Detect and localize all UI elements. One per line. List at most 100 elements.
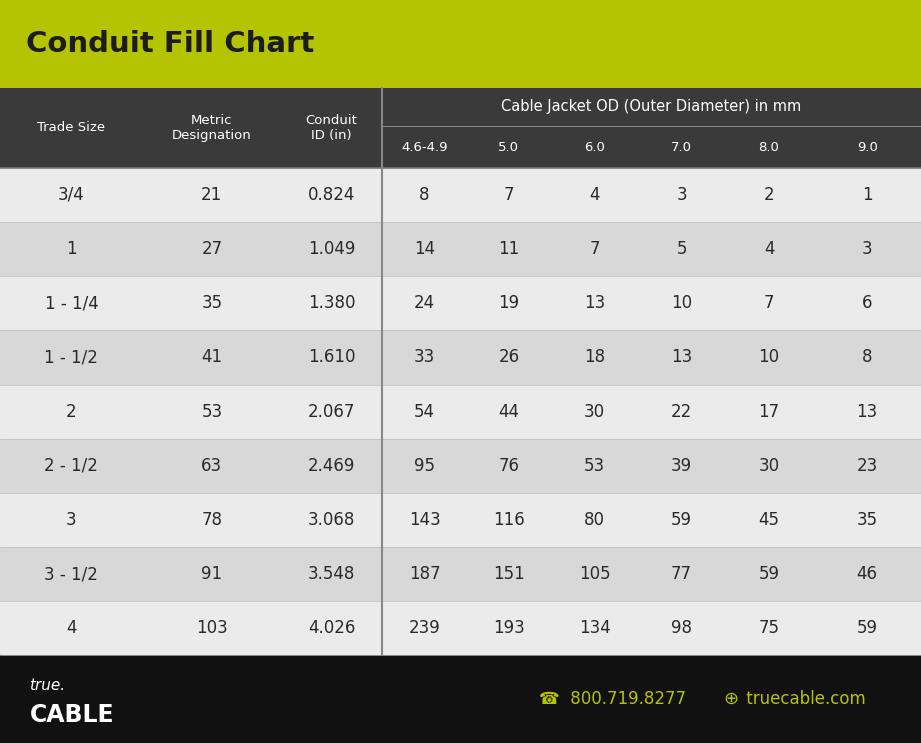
Bar — [0, 438, 921, 493]
Bar — [0, 655, 921, 743]
Text: 3.548: 3.548 — [308, 565, 356, 583]
Text: 13: 13 — [584, 294, 605, 312]
Text: 98: 98 — [671, 619, 692, 637]
Text: 4.6-4.9: 4.6-4.9 — [402, 140, 448, 154]
Text: 8.0: 8.0 — [759, 140, 779, 154]
Text: 54: 54 — [414, 403, 435, 421]
Text: 76: 76 — [498, 457, 519, 475]
Bar — [0, 276, 921, 331]
Text: 2: 2 — [764, 186, 775, 204]
Text: 1 - 1/4: 1 - 1/4 — [44, 294, 99, 312]
Text: 21: 21 — [201, 186, 223, 204]
Text: 41: 41 — [202, 348, 222, 366]
Text: 59: 59 — [857, 619, 878, 637]
Text: 8: 8 — [862, 348, 872, 366]
Text: 3.068: 3.068 — [308, 511, 356, 529]
Text: 9.0: 9.0 — [857, 140, 878, 154]
Text: 44: 44 — [498, 403, 519, 421]
Text: 39: 39 — [671, 457, 692, 475]
Text: 4: 4 — [589, 186, 600, 204]
Text: 143: 143 — [409, 511, 440, 529]
Text: 22: 22 — [670, 403, 693, 421]
Text: 80: 80 — [584, 511, 605, 529]
Text: 30: 30 — [759, 457, 779, 475]
Text: 30: 30 — [584, 403, 605, 421]
Text: 187: 187 — [409, 565, 440, 583]
Text: Conduit Fill Chart: Conduit Fill Chart — [26, 30, 314, 58]
Text: 239: 239 — [409, 619, 440, 637]
Text: 1.380: 1.380 — [308, 294, 356, 312]
Text: Conduit
ID (in): Conduit ID (in) — [306, 114, 357, 142]
Text: CABLE: CABLE — [29, 703, 114, 727]
Text: 1.049: 1.049 — [308, 240, 356, 258]
Text: 27: 27 — [202, 240, 222, 258]
Text: 7: 7 — [589, 240, 600, 258]
Text: 103: 103 — [196, 619, 227, 637]
Text: 151: 151 — [493, 565, 525, 583]
Bar — [0, 88, 921, 168]
Text: 2: 2 — [66, 403, 76, 421]
Text: 6.0: 6.0 — [584, 140, 605, 154]
Bar — [0, 0, 921, 88]
Text: 59: 59 — [671, 511, 692, 529]
Text: Metric
Designation: Metric Designation — [172, 114, 251, 142]
Text: 91: 91 — [202, 565, 222, 583]
Text: 4: 4 — [764, 240, 775, 258]
Text: 2.067: 2.067 — [308, 403, 356, 421]
Text: 59: 59 — [759, 565, 779, 583]
Text: 46: 46 — [857, 565, 878, 583]
Text: 3: 3 — [676, 186, 687, 204]
Text: ☎  800.719.8277: ☎ 800.719.8277 — [539, 690, 686, 708]
Text: 1.610: 1.610 — [308, 348, 356, 366]
Text: ⊕: ⊕ — [723, 690, 738, 708]
Text: truecable.com: truecable.com — [741, 690, 866, 708]
Bar — [0, 601, 921, 655]
Text: 33: 33 — [414, 348, 436, 366]
Bar — [0, 547, 921, 601]
Text: 5: 5 — [676, 240, 687, 258]
Text: 105: 105 — [578, 565, 611, 583]
Text: 6: 6 — [862, 294, 872, 312]
Bar — [0, 493, 921, 547]
Text: 11: 11 — [498, 240, 519, 258]
Text: Cable Jacket OD (Outer Diameter) in mm: Cable Jacket OD (Outer Diameter) in mm — [501, 100, 802, 114]
Text: 134: 134 — [578, 619, 611, 637]
Text: 23: 23 — [857, 457, 878, 475]
Text: 63: 63 — [202, 457, 222, 475]
Text: 7.0: 7.0 — [671, 140, 692, 154]
Text: 17: 17 — [759, 403, 779, 421]
Text: 78: 78 — [202, 511, 222, 529]
Text: 4: 4 — [66, 619, 76, 637]
Text: 75: 75 — [759, 619, 779, 637]
Text: 3/4: 3/4 — [58, 186, 85, 204]
Text: 5.0: 5.0 — [498, 140, 519, 154]
Text: 8: 8 — [419, 186, 430, 204]
Text: 77: 77 — [671, 565, 692, 583]
Text: true.: true. — [29, 678, 65, 692]
Bar — [0, 385, 921, 438]
Text: 53: 53 — [202, 403, 222, 421]
Text: 7: 7 — [504, 186, 514, 204]
Text: 4.026: 4.026 — [308, 619, 356, 637]
Text: 1 - 1/2: 1 - 1/2 — [44, 348, 99, 366]
Text: 24: 24 — [414, 294, 435, 312]
Text: 116: 116 — [493, 511, 525, 529]
Text: 3 - 1/2: 3 - 1/2 — [44, 565, 99, 583]
Text: 35: 35 — [857, 511, 878, 529]
Text: 2.469: 2.469 — [308, 457, 356, 475]
Text: 45: 45 — [759, 511, 779, 529]
Text: 1: 1 — [862, 186, 872, 204]
Text: 2 - 1/2: 2 - 1/2 — [44, 457, 99, 475]
Bar — [0, 331, 921, 385]
Text: 14: 14 — [414, 240, 435, 258]
Text: 7: 7 — [764, 294, 775, 312]
Bar — [0, 168, 921, 222]
Text: 3: 3 — [862, 240, 872, 258]
Bar — [0, 222, 921, 276]
Text: 53: 53 — [584, 457, 605, 475]
Text: 26: 26 — [498, 348, 519, 366]
Text: 3: 3 — [66, 511, 76, 529]
Text: 10: 10 — [759, 348, 779, 366]
Text: 1: 1 — [66, 240, 76, 258]
Text: 18: 18 — [584, 348, 605, 366]
